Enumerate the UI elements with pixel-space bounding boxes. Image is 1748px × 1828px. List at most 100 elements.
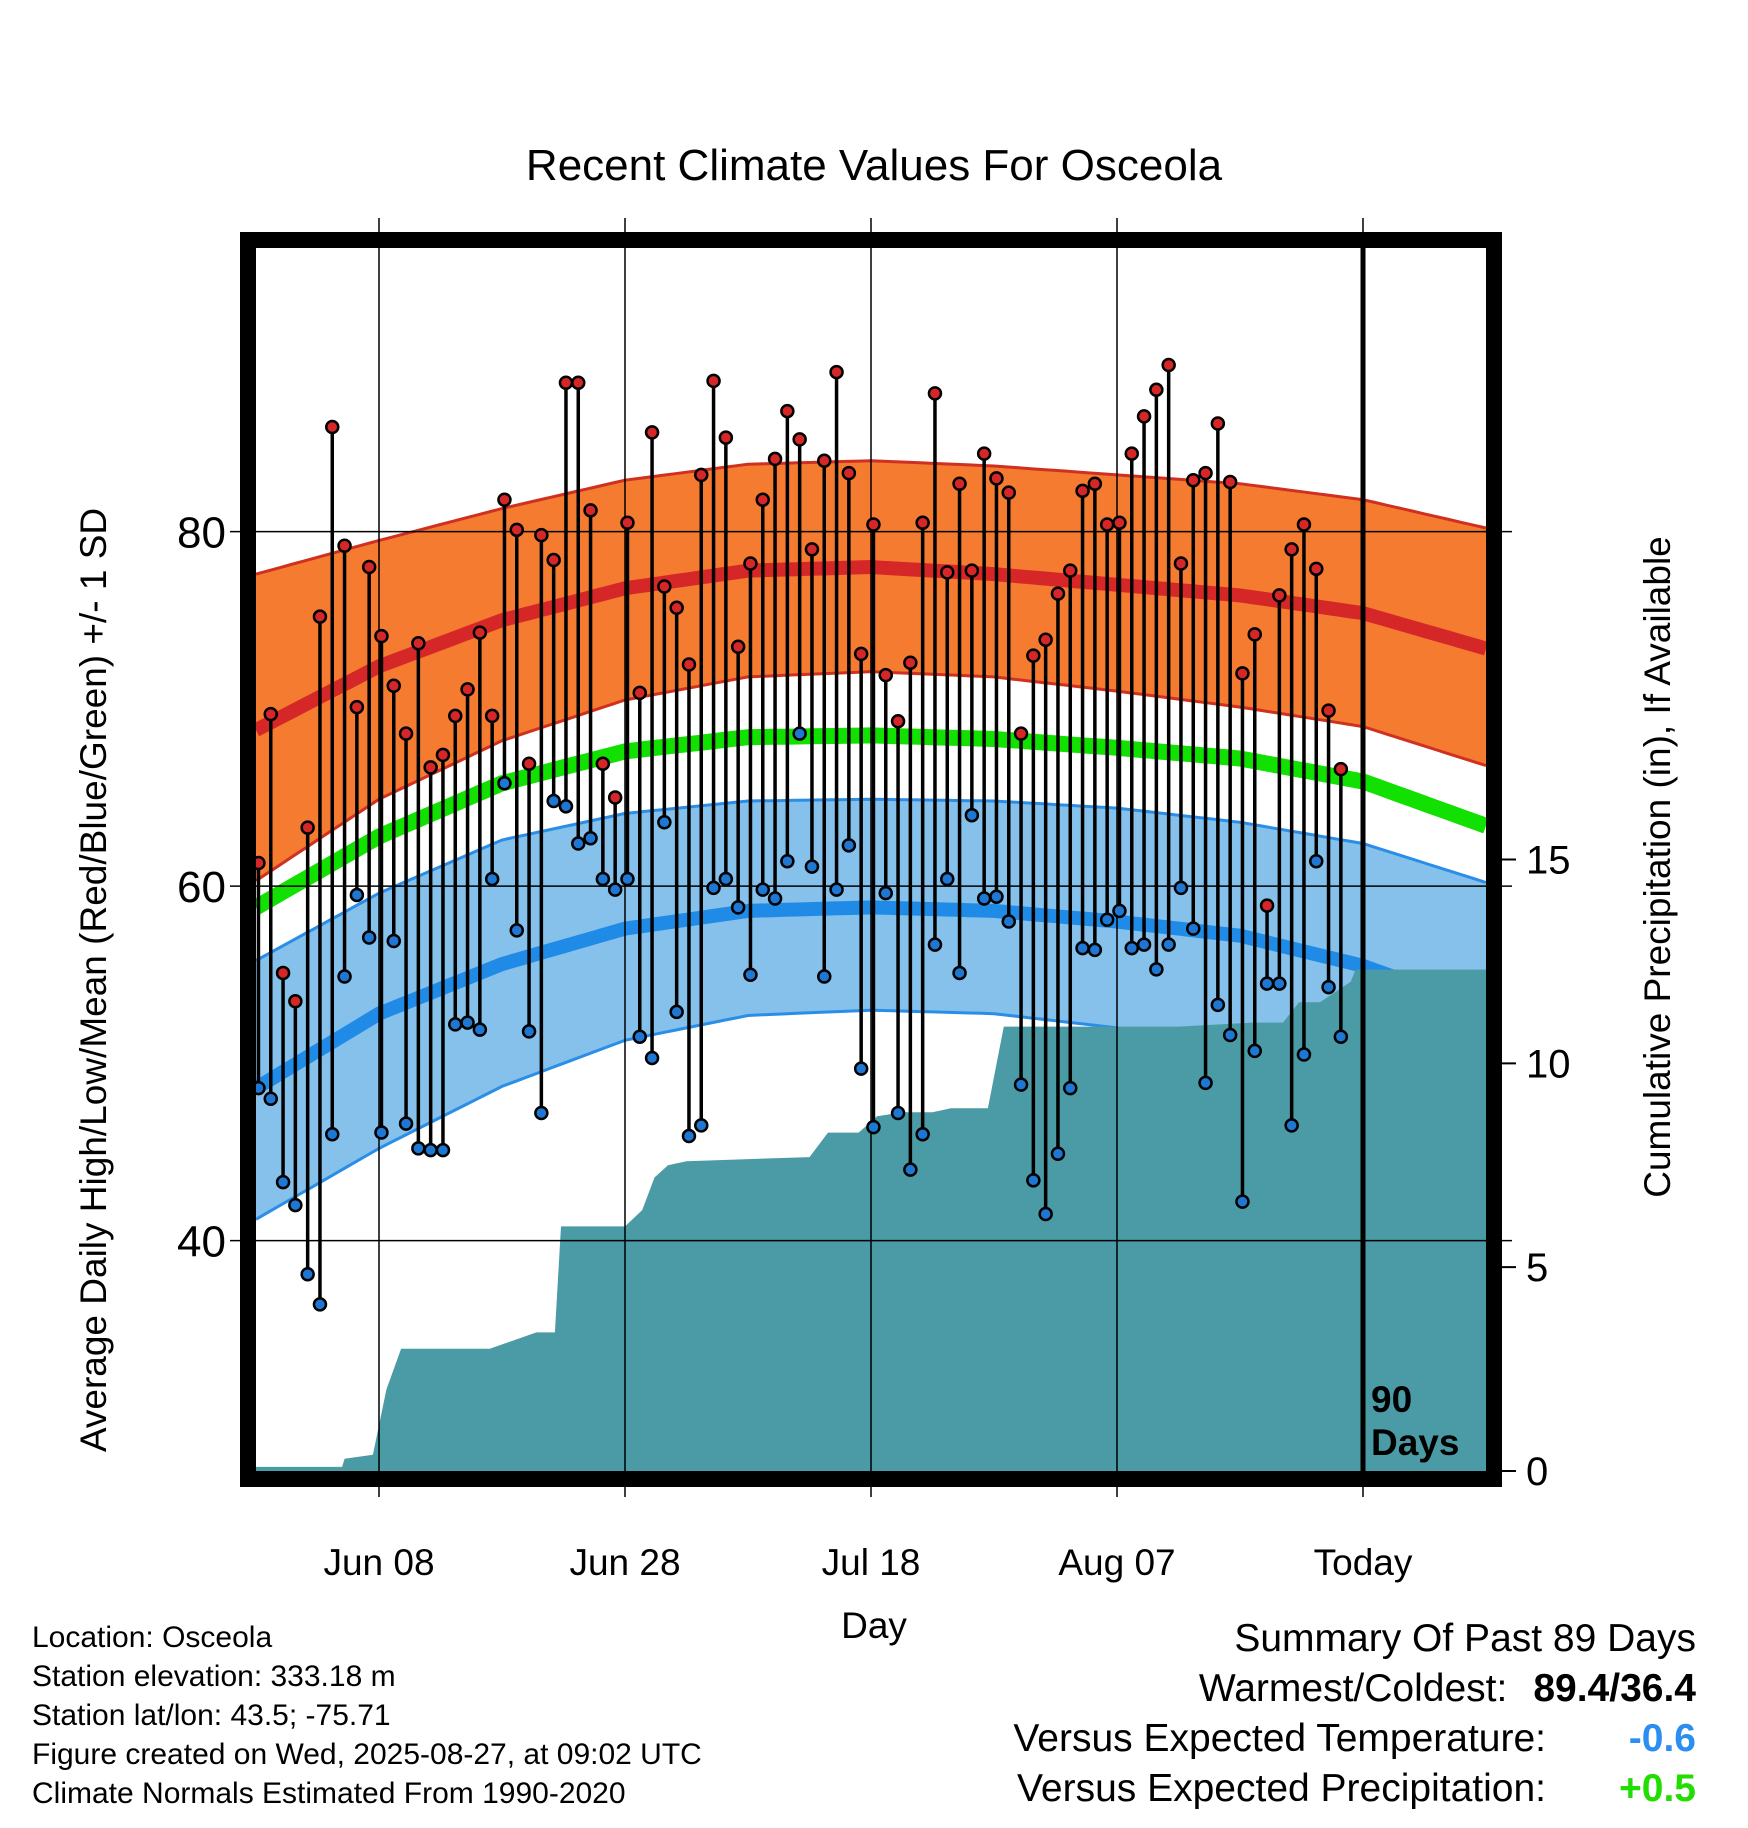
high-point	[1309, 561, 1324, 577]
high-point	[546, 552, 561, 568]
high-point	[263, 706, 279, 722]
high-point	[718, 430, 734, 445]
low-point	[571, 836, 586, 851]
high-point	[1284, 542, 1299, 557]
high-point	[620, 515, 635, 530]
high-point	[607, 790, 623, 805]
high-point	[644, 425, 660, 440]
summary-temp-label: Versus Expected Temperature:	[1013, 1717, 1546, 1760]
x-tick-label: Today	[1314, 1542, 1413, 1583]
high-point	[669, 600, 684, 616]
high-point	[829, 364, 844, 380]
low-point	[792, 726, 807, 741]
high-point	[976, 446, 992, 461]
summary-title: Summary Of Past 89 Days	[1234, 1617, 1696, 1660]
high-point	[1186, 472, 1201, 488]
low-point	[767, 891, 783, 906]
high-point	[423, 760, 438, 775]
low-point	[718, 871, 734, 887]
low-point	[964, 807, 980, 823]
low-point	[337, 969, 352, 984]
high-point	[1161, 357, 1176, 373]
low-point	[730, 900, 746, 915]
low-point	[878, 885, 894, 901]
high-point	[1222, 474, 1238, 490]
low-point	[1210, 997, 1226, 1013]
high-point	[460, 682, 475, 697]
high-point	[583, 503, 598, 518]
low-point	[1136, 937, 1152, 952]
low-point	[607, 882, 623, 897]
high-point	[804, 542, 820, 557]
low-point	[1309, 854, 1324, 869]
low-point	[1149, 962, 1164, 977]
high-point	[743, 556, 758, 571]
info-created: Figure created on Wed, 2025-08-27, at 09…	[32, 1738, 702, 1771]
high-point	[1235, 666, 1250, 681]
low-point	[1075, 940, 1090, 956]
low-point	[841, 838, 857, 853]
high-point	[1173, 556, 1189, 571]
low-point	[534, 1105, 549, 1121]
high-point	[571, 375, 586, 390]
high-point	[940, 565, 955, 580]
high-point	[1050, 586, 1066, 601]
low-point	[497, 776, 512, 791]
low-point	[976, 891, 992, 906]
low-point	[755, 882, 771, 897]
low-point	[890, 1105, 906, 1121]
low-point	[1013, 1077, 1029, 1092]
info-elevation: Station elevation: 333.18 m	[32, 1660, 396, 1693]
summary-precip-label: Versus Expected Precipitation:	[1017, 1767, 1546, 1810]
low-point	[632, 1029, 648, 1044]
low-point	[1321, 979, 1336, 995]
high-point	[374, 628, 389, 644]
high-point	[534, 527, 549, 543]
info-latlon: Station lat/lon: 43.5; -75.71	[32, 1699, 391, 1732]
x-tick-label: Jul 18	[822, 1542, 921, 1583]
low-point	[583, 830, 598, 846]
low-point	[681, 1128, 697, 1144]
high-point	[866, 517, 881, 532]
low-point	[521, 1024, 537, 1039]
high-point	[927, 386, 943, 401]
low-point	[1112, 903, 1127, 919]
low-point	[1333, 1029, 1349, 1044]
high-point	[1136, 409, 1152, 424]
today-label-line2: Days	[1371, 1422, 1459, 1463]
high-point	[312, 609, 328, 624]
low-point	[558, 799, 574, 814]
high-point	[484, 708, 500, 724]
low-point	[1284, 1118, 1299, 1133]
high-point	[1296, 517, 1312, 532]
low-point	[300, 1267, 315, 1282]
x-axis-label: Day	[841, 1605, 907, 1646]
high-point	[361, 559, 377, 575]
low-point	[509, 923, 525, 938]
high-point	[694, 467, 709, 483]
low-point	[1050, 1146, 1066, 1161]
station-info: Location: Osceola Station elevation: 333…	[32, 1618, 702, 1813]
low-point	[940, 871, 955, 887]
low-point	[1222, 1027, 1238, 1043]
high-point	[1321, 703, 1336, 718]
low-point	[927, 937, 943, 952]
high-point	[472, 625, 488, 640]
low-point	[989, 889, 1004, 904]
high-point	[952, 476, 967, 491]
high-point	[1124, 446, 1140, 461]
low-point	[1026, 1173, 1041, 1188]
high-point	[915, 515, 930, 530]
summary-precip-value: +0.5	[1619, 1767, 1696, 1810]
high-point	[275, 965, 291, 981]
high-point	[349, 699, 365, 715]
high-point	[903, 655, 918, 671]
high-point	[964, 563, 980, 578]
high-point	[521, 756, 537, 772]
low-point	[1038, 1206, 1053, 1222]
summary-warm-value: 89.4/36.4	[1533, 1667, 1696, 1710]
high-point	[558, 375, 574, 390]
low-point	[263, 1091, 279, 1107]
high-point	[792, 432, 807, 447]
